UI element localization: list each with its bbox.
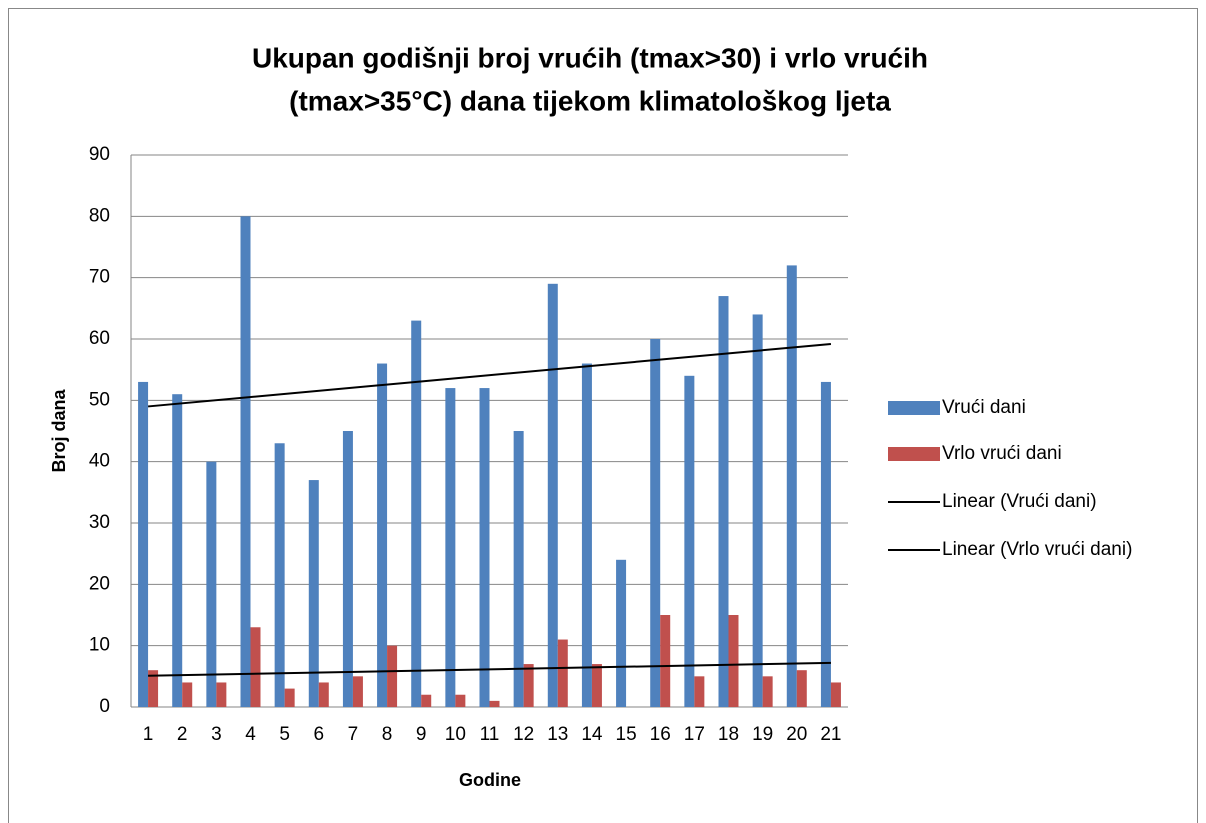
bar	[411, 320, 422, 707]
x-tick-label: 11	[480, 724, 500, 745]
bar	[650, 339, 661, 707]
x-tick-label: 19	[752, 724, 773, 745]
y-tick-label: 50	[89, 389, 110, 410]
x-axis-title: Godine	[459, 770, 521, 790]
x-tick-label: 16	[650, 724, 671, 745]
y-tick-label: 20	[89, 573, 110, 594]
bar	[445, 388, 456, 707]
y-tick-label: 10	[89, 635, 110, 656]
bar	[694, 676, 705, 707]
x-tick-label: 5	[279, 724, 290, 745]
y-tick-label: 60	[89, 328, 110, 349]
legend-label: Linear (Vrući dani)	[942, 491, 1097, 512]
x-tick-label: 15	[616, 724, 637, 745]
bar	[421, 694, 432, 707]
bar	[206, 461, 217, 707]
x-tick-label: 13	[547, 724, 568, 745]
y-tick-label: 90	[89, 144, 110, 165]
bar	[240, 216, 251, 708]
bar	[513, 431, 524, 707]
trendline	[148, 661, 831, 677]
x-tick-label: 18	[718, 724, 739, 745]
x-tick-label: 9	[416, 724, 427, 745]
bar	[182, 682, 193, 707]
bar	[660, 615, 671, 707]
x-tick-label: 12	[513, 724, 534, 745]
bar	[216, 682, 227, 707]
bar	[274, 443, 285, 707]
x-tick-label: 1	[143, 724, 154, 745]
chart-title: (tmax>35°C) dana tijekom klimatološkog l…	[289, 85, 891, 116]
bar	[148, 670, 159, 707]
bar	[523, 664, 534, 707]
bar	[728, 615, 739, 707]
bar	[342, 431, 353, 707]
bar	[318, 682, 329, 707]
x-tick-label: 6	[313, 724, 324, 745]
x-tick-label: 20	[786, 724, 807, 745]
legend-label: Vrlo vrući dani	[942, 443, 1062, 464]
bar	[616, 559, 627, 707]
chart-title: Ukupan godišnji broj vrućih (tmax>30) i …	[252, 42, 928, 73]
bar	[752, 314, 763, 707]
chart-border	[8, 8, 1198, 823]
bar	[718, 296, 729, 707]
x-tick-label: 10	[445, 724, 466, 745]
bar	[455, 694, 466, 707]
y-tick-label: 80	[89, 205, 110, 226]
bar	[172, 394, 183, 707]
x-tick-label: 21	[820, 724, 841, 745]
legend-swatch	[888, 447, 940, 461]
x-tick-label: 7	[348, 724, 359, 745]
x-tick-label: 14	[581, 724, 603, 745]
bar	[547, 283, 558, 707]
y-axis-title: Broj dana	[49, 389, 69, 473]
bar	[557, 639, 568, 707]
bar	[762, 676, 773, 707]
legend-swatch	[888, 401, 940, 415]
legend-label: Vrući dani	[942, 397, 1026, 418]
y-tick-label: 30	[89, 512, 110, 533]
bar	[796, 670, 807, 707]
bar	[581, 363, 592, 707]
bar	[591, 664, 602, 707]
x-tick-label: 17	[684, 724, 705, 745]
y-tick-label: 70	[89, 267, 110, 288]
bar	[284, 688, 295, 707]
bar	[479, 388, 490, 707]
bar	[377, 363, 388, 707]
bar	[684, 375, 695, 707]
x-tick-label: 8	[382, 724, 393, 745]
x-tick-label: 4	[245, 724, 256, 745]
bar	[489, 700, 500, 707]
bar	[387, 645, 398, 707]
legend-label: Linear (Vrlo vrući dani)	[942, 539, 1132, 560]
bar	[250, 627, 261, 707]
x-tick-label: 3	[211, 724, 222, 745]
bar	[786, 265, 797, 707]
trendline	[147, 342, 832, 408]
bar	[352, 676, 363, 707]
x-tick-label: 2	[177, 724, 188, 745]
bar	[830, 682, 841, 707]
bar	[308, 480, 319, 707]
y-tick-label: 40	[89, 451, 110, 472]
y-tick-label: 0	[99, 696, 110, 717]
bar	[820, 381, 831, 707]
bar	[138, 381, 149, 707]
